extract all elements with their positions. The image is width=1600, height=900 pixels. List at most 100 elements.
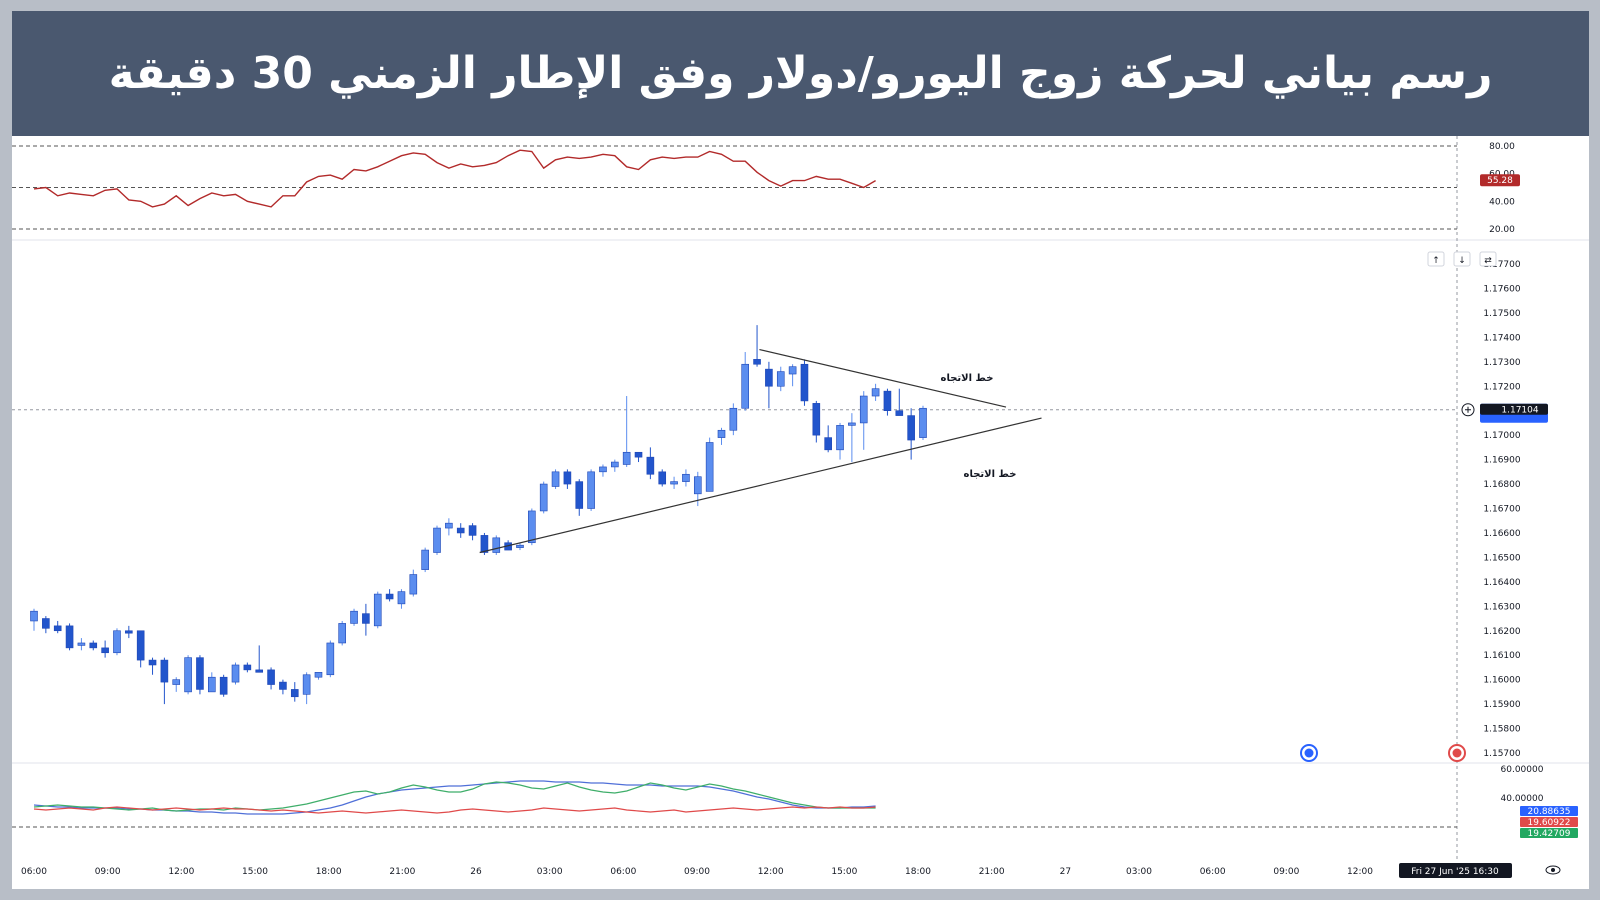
dmi-value-tag xyxy=(1520,828,1578,838)
candle-body xyxy=(693,476,702,495)
eye-icon-outline[interactable] xyxy=(1545,865,1561,875)
arrow-down-icon-frame[interactable] xyxy=(1453,251,1471,267)
price-axis-label: 1.16300 xyxy=(1483,602,1520,612)
candle-body xyxy=(646,456,655,475)
candle-body xyxy=(279,681,287,690)
candle-body xyxy=(812,403,821,436)
candle-body xyxy=(717,429,726,438)
candle-body xyxy=(611,461,619,468)
candle-body xyxy=(456,527,465,534)
candle-body xyxy=(741,363,750,409)
candle-body xyxy=(373,593,382,627)
time-axis-label: 12:00 xyxy=(1347,867,1373,877)
swap-icon-glyph[interactable]: ⇄ xyxy=(1484,256,1492,266)
candle-body xyxy=(800,363,809,402)
time-axis-label: 06:00 xyxy=(1200,867,1226,877)
time-axis-label: 09:00 xyxy=(1273,867,1299,877)
candle-body xyxy=(729,407,738,431)
price-axis-label: 1.16000 xyxy=(1483,676,1520,686)
trendline xyxy=(759,348,1007,408)
candle-body xyxy=(563,471,572,485)
rsi-value-tag xyxy=(1480,174,1520,187)
price-axis-label: 1.17600 xyxy=(1483,284,1520,294)
title-banner: رسم بياني لحركة زوج اليورو/دولار وفق الإ… xyxy=(12,11,1589,136)
event-flag-dot[interactable] xyxy=(1304,748,1314,758)
candle-body xyxy=(480,535,489,553)
chart-frame: 80.0060.0040.0020.0055.281.177001.176001… xyxy=(12,11,1589,889)
candle-body xyxy=(267,669,275,685)
chart-canvas: 80.0060.0040.0020.0055.281.177001.176001… xyxy=(12,136,1589,878)
candle-body xyxy=(528,510,536,544)
candle-body xyxy=(836,425,844,451)
arrow-up-icon-frame[interactable] xyxy=(1427,251,1445,267)
time-axis-label: 15:00 xyxy=(242,867,268,877)
candle-body xyxy=(919,407,927,438)
candle-body xyxy=(492,537,501,553)
dmi-value-tag xyxy=(1520,806,1578,816)
candle-body xyxy=(148,659,157,666)
candle-body xyxy=(113,630,121,654)
dmi-series-line xyxy=(33,806,876,814)
time-axis-label: 15:00 xyxy=(831,867,857,877)
candle-body xyxy=(101,647,109,654)
dmi-series-line xyxy=(33,781,876,812)
rsi-axis-label: 80.00 xyxy=(1489,142,1515,152)
swap-icon-frame[interactable] xyxy=(1479,251,1497,267)
eye-icon[interactable] xyxy=(1545,865,1561,875)
event-flag-icon[interactable] xyxy=(1300,744,1318,762)
arrow-up-icon[interactable]: ↑ xyxy=(1427,251,1445,267)
crosshair-time-label: Fri 27 Jun '25 16:30 xyxy=(1411,867,1499,877)
eye-icon-pupil[interactable] xyxy=(1551,868,1555,872)
rsi-axis-label: 20.00 xyxy=(1489,225,1515,235)
price-axis-label: 1.17700 xyxy=(1483,260,1520,270)
arrow-up-icon-glyph[interactable]: ↑ xyxy=(1432,256,1440,266)
candle-body xyxy=(658,471,667,485)
plus-icon-glyph[interactable] xyxy=(1465,406,1471,413)
candle-body xyxy=(516,544,524,548)
candle-body xyxy=(895,410,904,416)
candle-body xyxy=(859,395,868,424)
candle-body xyxy=(587,471,595,509)
page-title: رسم بياني لحركة زوج اليورو/دولار وفق الإ… xyxy=(108,48,1493,99)
price-axis-label: 1.16900 xyxy=(1483,456,1520,466)
candle-body xyxy=(385,593,394,600)
candle-body xyxy=(539,483,548,512)
arrow-down-icon[interactable]: ↓ xyxy=(1453,251,1471,267)
candle-body xyxy=(243,664,252,671)
candle-body xyxy=(77,642,86,646)
dmi-axis-label: 40.00000 xyxy=(1501,794,1544,804)
plus-icon[interactable] xyxy=(1461,403,1475,417)
time-axis-label: 03:00 xyxy=(537,867,563,877)
candle-body xyxy=(871,388,880,397)
event-flag-icon[interactable] xyxy=(1448,744,1466,762)
price-axis-label: 1.15700 xyxy=(1483,749,1520,759)
candle-body xyxy=(302,674,311,695)
time-axis-label: 03:00 xyxy=(1126,867,1152,877)
trendline-label-lower: خط الاتجاه xyxy=(964,469,1017,480)
price-axis-label: 1.16400 xyxy=(1483,578,1520,588)
candle-body xyxy=(575,481,584,509)
candle-body xyxy=(705,442,714,492)
rsi-axis-label: 40.00 xyxy=(1489,197,1515,207)
candle-body xyxy=(883,390,892,412)
time-axis-label: 18:00 xyxy=(905,867,931,877)
current-price-label: 1.17104 xyxy=(1501,406,1538,416)
candle-body xyxy=(160,659,169,683)
dmi-value-tag xyxy=(1520,817,1578,827)
rsi-value-label: 55.28 xyxy=(1487,176,1513,186)
candle-body xyxy=(848,422,856,426)
price-axis-label: 1.17000 xyxy=(1483,431,1520,441)
swap-icon[interactable]: ⇄ xyxy=(1479,251,1497,267)
candle-body xyxy=(89,642,98,649)
event-flag-dot[interactable] xyxy=(1452,748,1462,758)
crosshair-price-tag xyxy=(1480,403,1548,415)
time-axis-label: 18:00 xyxy=(316,867,342,877)
arrow-down-icon-glyph[interactable]: ↓ xyxy=(1458,256,1466,266)
time-axis-label: 06:00 xyxy=(21,867,47,877)
candle-body xyxy=(231,664,240,683)
time-axis-label: 09:00 xyxy=(684,867,710,877)
price-axis-label: 1.17300 xyxy=(1483,358,1520,368)
candle-body xyxy=(314,672,323,678)
candle-body xyxy=(824,437,832,451)
candle-body xyxy=(776,371,785,387)
